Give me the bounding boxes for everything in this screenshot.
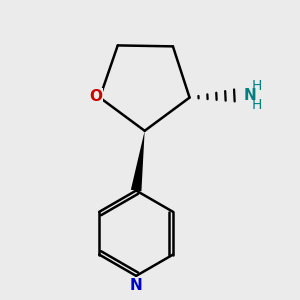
Text: H: H: [252, 79, 262, 93]
Polygon shape: [131, 131, 145, 191]
Text: N: N: [130, 278, 142, 293]
Text: O: O: [89, 89, 102, 104]
Text: N: N: [244, 88, 257, 103]
Text: H: H: [252, 98, 262, 112]
